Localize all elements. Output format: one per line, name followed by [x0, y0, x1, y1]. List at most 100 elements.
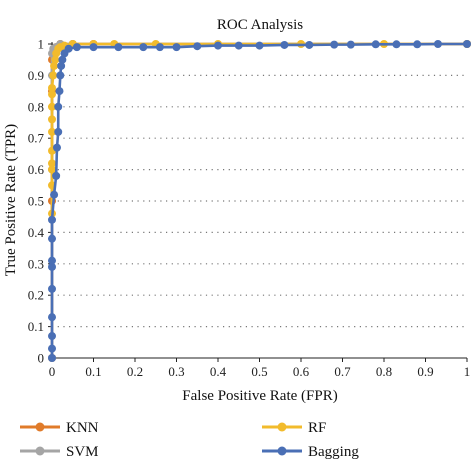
point-bagging-4 — [48, 284, 56, 293]
point-bagging-0 — [48, 354, 56, 362]
chart-title: ROC Analysis — [217, 17, 303, 33]
point-bagging-24 — [155, 43, 164, 52]
point-bagging-21 — [89, 43, 98, 52]
grid-lines — [52, 43, 467, 328]
point-bagging-34 — [371, 40, 380, 49]
legend-swatch-marker-knn — [35, 422, 45, 432]
point-bagging-27 — [214, 41, 222, 50]
point-bagging-37 — [433, 40, 442, 48]
y-tick-label-8: 0.8 — [28, 99, 44, 114]
point-bagging-14 — [55, 87, 64, 96]
point-rf-2 — [48, 165, 56, 174]
point-bagging-2 — [48, 332, 56, 341]
point-bagging-17 — [58, 55, 67, 64]
point-rf-9 — [48, 83, 56, 92]
legend-item-bagging: Bagging — [262, 444, 359, 460]
x-tick-label-10: 1 — [464, 364, 471, 379]
y-tick-labels: 0 0.1 0.2 0.3 0.4 0.5 0.6 0.7 0.8 0.9 1 — [28, 37, 52, 366]
legend-label-rf: RF — [308, 420, 326, 436]
point-bagging-36 — [413, 40, 422, 49]
legend: KNN SVM RF Bagging — [20, 420, 359, 460]
x-tick-label-9: 0.9 — [417, 364, 433, 379]
point-bagging-23 — [139, 43, 148, 52]
point-rf-8 — [48, 90, 56, 99]
axes — [51, 42, 467, 359]
point-bagging-20 — [72, 43, 81, 52]
point-rf-5 — [48, 127, 56, 136]
point-bagging-38 — [463, 40, 471, 48]
y-tick-label-5: 0.5 — [28, 194, 44, 209]
x-tick-label-2: 0.2 — [127, 364, 143, 379]
point-bagging-9 — [50, 190, 59, 199]
point-bagging-3 — [48, 313, 56, 322]
series-line-bagging — [50, 42, 467, 358]
point-rf-10 — [49, 71, 58, 80]
x-tick-label-8: 0.8 — [376, 364, 392, 379]
legend-swatch-marker-rf — [277, 422, 287, 432]
point-bagging-32 — [330, 40, 339, 49]
legend-swatch-marker-bagging — [277, 446, 287, 456]
legend-item-knn: KNN — [20, 420, 99, 436]
point-bagging-29 — [255, 41, 264, 50]
legend-item-rf: RF — [262, 420, 326, 436]
point-bagging-11 — [52, 143, 61, 152]
legend-swatch-marker-svm — [35, 446, 45, 456]
legend-label-bagging: Bagging — [308, 444, 359, 460]
x-tick-label-6: 0.6 — [293, 364, 310, 379]
series-line-knn — [50, 42, 467, 358]
point-bagging-16 — [57, 61, 66, 70]
series-knn — [48, 40, 471, 362]
point-rf-7 — [48, 102, 56, 111]
series-svm — [48, 40, 471, 362]
series-bagging — [48, 40, 471, 362]
point-bagging-26 — [193, 42, 202, 51]
point-bagging-31 — [305, 40, 314, 49]
point-bagging-35 — [392, 40, 401, 49]
point-bagging-30 — [280, 40, 289, 49]
x-tick-label-0: 0 — [49, 364, 56, 379]
point-bagging-7 — [48, 234, 56, 243]
point-bagging-10 — [52, 171, 61, 180]
series-rf — [48, 40, 471, 218]
point-rf-12 — [51, 55, 60, 64]
y-tick-label-3: 0.3 — [28, 256, 44, 271]
legend-label-knn: KNN — [66, 420, 99, 436]
series-group — [48, 40, 471, 362]
legend-item-svm: SVM — [20, 444, 99, 460]
x-tick-label-7: 0.7 — [334, 364, 351, 379]
point-bagging-28 — [234, 41, 243, 50]
y-axis-title: True Positive Rate (TPR) — [3, 124, 19, 276]
point-bagging-6 — [48, 256, 56, 265]
point-rf-3 — [48, 159, 56, 168]
y-tick-label-9: 0.9 — [28, 68, 44, 83]
x-tick-label-3: 0.3 — [168, 364, 184, 379]
point-rf-6 — [48, 115, 56, 124]
y-tick-label-10: 1 — [38, 37, 45, 52]
x-axis-title: False Positive Rate (FPR) — [182, 388, 337, 404]
x-tick-label-5: 0.5 — [251, 364, 267, 379]
x-tick-labels: 0 0.1 0.2 0.3 0.4 0.5 0.6 0.7 0.8 0.9 1 — [49, 358, 471, 379]
point-bagging-1 — [48, 344, 56, 353]
point-bagging-33 — [346, 40, 355, 49]
y-tick-label-6: 0.6 — [28, 162, 45, 177]
y-tick-label-7: 0.7 — [28, 131, 45, 146]
point-bagging-19 — [64, 44, 73, 53]
point-bagging-8 — [48, 215, 56, 224]
point-bagging-25 — [172, 43, 181, 52]
point-rf-11 — [50, 61, 59, 70]
y-tick-label-1: 0.1 — [28, 319, 44, 334]
x-tick-label-4: 0.4 — [210, 364, 227, 379]
x-tick-label-1: 0.1 — [85, 364, 101, 379]
point-bagging-15 — [56, 71, 65, 80]
point-bagging-5 — [48, 262, 56, 271]
point-bagging-22 — [114, 43, 123, 52]
legend-label-svm: SVM — [66, 444, 99, 460]
series-line-rf — [50, 42, 467, 214]
point-bagging-12 — [54, 127, 63, 136]
y-tick-label-2: 0.2 — [28, 288, 44, 303]
y-tick-label-4: 0.4 — [28, 225, 45, 240]
y-tick-label-0: 0 — [38, 351, 45, 366]
point-bagging-13 — [54, 102, 63, 111]
series-line-svm — [50, 42, 467, 358]
